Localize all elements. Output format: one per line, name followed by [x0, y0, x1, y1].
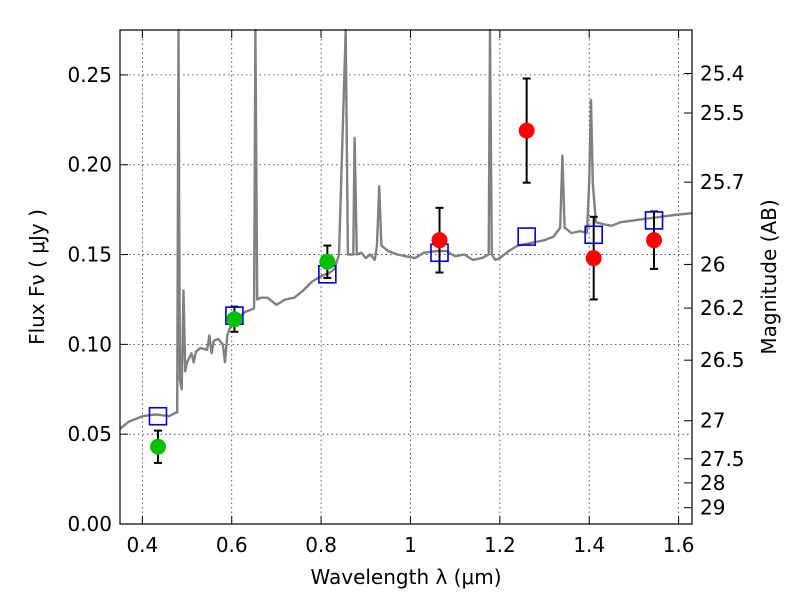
error-bars: [153, 77, 659, 464]
observed-point-marker: [226, 311, 243, 328]
right-tick-label: 26.2: [700, 296, 745, 320]
right-tick-label: 25.7: [700, 170, 745, 194]
x-axis-label: Wavelength λ (μm): [310, 565, 501, 589]
observed-point-marker: [585, 250, 602, 267]
observed-point-marker: [431, 232, 448, 249]
right-tick-label: 29: [700, 496, 725, 520]
x-tick-label: 0.8: [305, 533, 337, 557]
model-square-marker: [517, 227, 536, 246]
spectrum-line: [119, 28, 693, 430]
observed-point-marker: [646, 232, 663, 249]
model-square-marker: [148, 406, 168, 426]
right-tick-label: 26.5: [700, 348, 745, 372]
x-tick-label: 1.4: [573, 533, 605, 557]
y-tick-label: 0.15: [67, 243, 112, 267]
y-axis-label-right: Magnitude (AB): [757, 199, 781, 354]
observed-point-marker: [149, 438, 166, 455]
data-markers: [148, 122, 664, 455]
right-tick-label: 25.4: [700, 61, 745, 85]
x-tick-label: 1.2: [484, 533, 516, 557]
observed-point-marker: [319, 253, 336, 270]
y-tick-label: 0.25: [67, 63, 112, 87]
plot-frame: [119, 29, 693, 525]
x-tick-label: 0.6: [216, 533, 248, 557]
y-axis-label: Flux Fν ( μJy ): [25, 209, 49, 345]
right-tick-label: 28: [700, 471, 725, 495]
right-tick-label: 27: [700, 409, 725, 433]
y-tick-label: 0.20: [67, 153, 112, 177]
model-square-marker: [584, 225, 603, 245]
model-square-marker: [644, 211, 664, 230]
ticks: 0.4 0.6 0.8 1 1.2 1.4 1.6 0.00 0.05 0.10 0.15 0.20 0…: [67, 30, 745, 557]
y-tick-label: 0.05: [67, 422, 112, 446]
right-tick-label: 27.5: [700, 447, 745, 471]
right-tick-label: 25.5: [700, 101, 745, 125]
x-tick-label: 1: [404, 533, 417, 557]
x-tick-label: 1.6: [663, 533, 695, 557]
y-tick-label: 0.00: [67, 512, 112, 536]
observed-point-marker: [518, 122, 535, 139]
model-spectrum: [119, 28, 693, 430]
x-tick-label: 0.4: [126, 533, 158, 557]
right-tick-label: 26: [700, 252, 725, 276]
grid-lines: [120, 30, 692, 525]
y-tick-label: 0.10: [67, 332, 112, 356]
